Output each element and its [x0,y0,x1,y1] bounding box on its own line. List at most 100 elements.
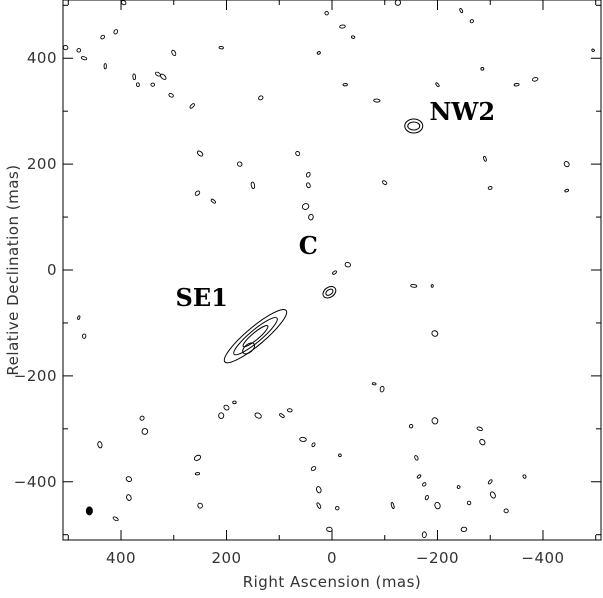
noise-contour [295,151,301,157]
noise-contour [434,501,441,510]
noise-contour [459,8,464,14]
noise-contour [390,502,395,510]
noise-contour [414,455,419,461]
noise-contour [431,417,439,425]
noise-contour [189,103,195,109]
noise-contour [126,494,132,501]
noise-contour [286,408,293,413]
noise-contour [424,494,429,501]
component-contour [242,325,269,348]
y-tick-label: 0 [47,261,57,279]
noise-contour [299,436,307,442]
noise-contour [371,382,377,386]
noise-contour [531,77,539,82]
noise-contour [132,73,136,81]
x-tick-label: 400 [106,549,136,567]
noise-contour [150,82,155,87]
x-tick-label: −200 [416,549,459,567]
noise-contour [466,500,472,506]
noise-contour [197,502,203,509]
component-contour [407,121,421,131]
annotation-layer: NW2 C SE1 [176,97,496,312]
noise-contour [480,67,485,71]
noise-contour [254,412,262,419]
annotation-label: C [299,231,318,260]
x-tick-label: 200 [211,549,241,567]
noise-contour [513,82,520,87]
noise-contour [416,474,422,479]
x-axis-label: Right Ascension (mas) [243,573,422,591]
noise-contour [139,415,145,421]
noise-contour [350,35,356,39]
y-axis-label: Relative Declination (mas) [4,164,22,375]
noise-contour [422,482,427,487]
noise-contour [316,502,322,509]
component-contour [242,342,256,355]
plot-frame [62,0,602,541]
noise-contour [171,49,177,57]
component-contour [233,317,278,356]
noise-contour [326,526,333,532]
noise-contour [460,526,468,533]
noise-contour [373,98,381,103]
noise-contour [125,476,132,483]
noise-contour [236,161,243,167]
noise-contour [250,181,256,189]
noise-contour [159,73,167,80]
noise-contour [335,505,340,511]
noise-contour [591,48,595,52]
noise-contour [430,284,434,288]
noise-contour [62,45,69,51]
noise-contour [194,190,201,196]
tick-layer: 400 200 0 −200 −400 400 200 0 −200 −400 [14,0,601,567]
noise-contour [338,453,342,458]
noise-contour [310,466,317,471]
y-tick-label: −400 [14,473,57,491]
noise-contour [435,82,440,88]
noise-contour [563,161,570,168]
contour-layer [62,0,595,538]
noise-contour [218,412,225,419]
annotation-label: SE1 [176,283,228,312]
noise-contour [279,413,285,418]
noise-contour [100,34,106,40]
y-tick-label: 200 [27,155,57,173]
y-tick-label: −200 [14,367,57,385]
noise-contour [112,516,119,522]
noise-contour [218,45,224,50]
x-tick-label: 0 [327,549,337,567]
noise-contour [308,213,314,221]
noise-contour [476,426,483,431]
noise-contour [103,63,107,70]
noise-contour [258,95,264,101]
component-contour [223,309,288,364]
noise-contour [113,29,119,35]
noise-contour [97,441,103,449]
x-tick-label: −400 [521,549,564,567]
noise-contour [332,270,337,275]
noise-contour [487,479,493,485]
noise-contour [324,11,329,16]
y-tick-label: 400 [27,49,57,67]
noise-contour [487,186,493,190]
noise-contour [168,93,174,98]
noise-contour [76,48,82,53]
noise-contour [394,0,402,6]
noise-contour [339,24,346,29]
noise-contour [194,472,201,476]
noise-contour [479,438,486,446]
noise-contour [421,531,427,538]
noise-contour [316,51,321,55]
noise-contour [469,19,474,24]
annotation-label: NW2 [429,97,495,126]
component-contour [404,118,424,134]
noise-contour [81,333,87,339]
noise-contour [410,284,418,288]
component-contour [322,286,337,299]
noise-contour [456,485,461,489]
noise-contour [483,155,487,162]
noise-contour [489,491,496,499]
noise-contour [120,0,127,6]
